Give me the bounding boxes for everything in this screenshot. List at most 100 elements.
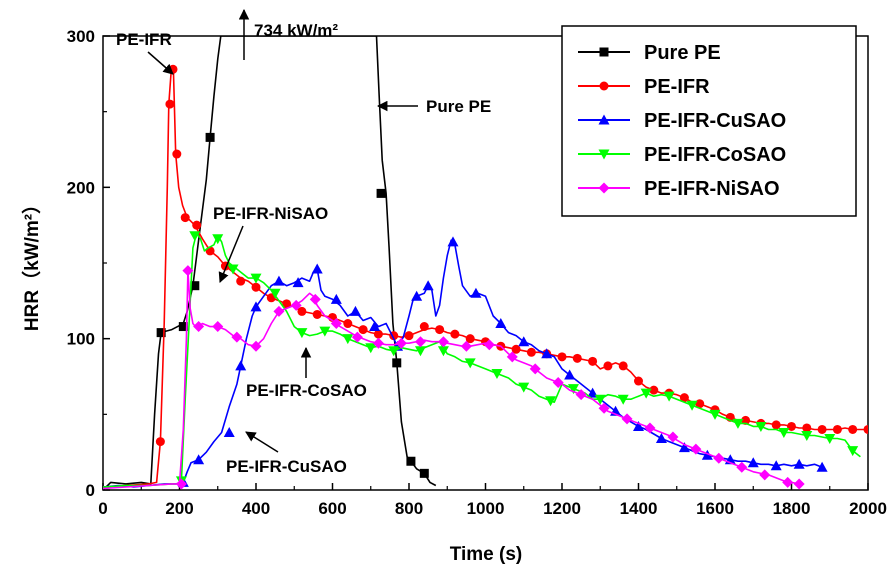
data-point-pe-ifr-cosao <box>686 400 698 411</box>
data-point-pe-ifr-cusao <box>518 336 530 347</box>
data-point-pe-ifr-nisao <box>182 265 194 277</box>
data-point-pe-ifr-cusao <box>223 426 235 437</box>
data-point-pe-ifr <box>435 325 445 335</box>
data-point-pe-ifr-nisao <box>575 389 587 401</box>
data-point-pe-ifr <box>465 334 475 344</box>
x-tick-label: 200 <box>165 499 193 518</box>
data-point-pe-ifr-cusao <box>292 277 304 288</box>
data-point-pe-ifr <box>618 361 628 371</box>
data-point-pe-ifr-cosao <box>545 396 557 407</box>
data-point-pe-ifr-cusao <box>235 360 247 371</box>
legend: Pure PE PE-IFR PE-IFR-CuSAO PE-IFR-CoSAO PE-… <box>561 25 857 217</box>
series-pe-ifr-cosao <box>103 231 861 488</box>
data-point-pe-ifr-nisao <box>330 318 342 330</box>
series-layer <box>103 36 868 490</box>
data-point-pure-pe <box>178 322 188 332</box>
data-point-pe-ifr-cosao <box>755 421 767 432</box>
y-axis: 0 100 200 300 <box>67 27 110 500</box>
data-point-pe-ifr-cusao <box>411 290 423 301</box>
data-point-pe-ifr-nisao <box>483 339 495 351</box>
data-point-pe-ifr-nisao <box>372 337 384 349</box>
data-point-pe-ifr-cusao <box>633 420 644 431</box>
data-point-pure-pe <box>376 188 386 198</box>
annotation-pe-ifr: PE-IFR <box>116 30 172 49</box>
data-point-pe-ifr-cosao <box>342 334 354 345</box>
legend-item-pe-ifr-cosao: PE-IFR-CoSAO <box>578 144 786 166</box>
data-point-pe-ifr <box>649 385 659 395</box>
annotations: PE-IFR 734 kW/m² Pure PE PE-IFR-NiSAO PE… <box>116 8 491 476</box>
legend-swatch-marker <box>599 81 609 91</box>
data-point-pe-ifr <box>526 347 536 357</box>
data-point-pe-ifr <box>404 331 414 341</box>
data-point-pe-ifr <box>771 420 781 430</box>
data-point-pe-ifr-cusao <box>349 305 361 316</box>
data-point-pe-ifr-nisao <box>273 305 285 317</box>
data-point-pe-ifr <box>863 424 868 434</box>
data-point-pe-ifr-cosao <box>778 427 790 438</box>
data-point-pe-ifr-nisao <box>250 340 262 352</box>
x-tick-label: 2000 <box>849 499 887 518</box>
annotation-734-label: 734 kW/m² <box>254 21 338 40</box>
x-tick-label: 1400 <box>620 499 658 518</box>
data-point-pe-ifr-cosao <box>212 234 224 245</box>
legend-label: PE-IFR-CuSAO <box>644 110 786 132</box>
legend-swatch-marker <box>598 182 610 194</box>
series-line-pe-ifr-nisao <box>103 269 800 490</box>
data-point-pe-ifr <box>373 329 383 339</box>
data-point-pe-ifr <box>297 306 307 316</box>
data-point-pe-ifr-cosao <box>847 446 859 457</box>
legend-swatch-marker <box>598 149 610 160</box>
legend-label: PE-IFR-CoSAO <box>644 144 786 166</box>
x-tick-label: 800 <box>395 499 423 518</box>
data-point-pe-ifr-cusao <box>193 454 205 465</box>
data-point-pe-ifr-cosao <box>518 382 530 393</box>
data-point-pe-ifr-cosao <box>189 231 201 242</box>
annotation-pe-ifr-cusao: PE-IFR-CuSAO <box>226 457 347 476</box>
data-point-pe-ifr <box>251 282 261 292</box>
data-point-pure-pe <box>190 281 200 291</box>
data-point-pe-ifr-cosao <box>732 418 744 429</box>
series-pure-pe <box>103 36 437 490</box>
annotation-pure-pe: Pure PE <box>426 97 491 116</box>
data-point-pe-ifr-cusao <box>655 433 667 444</box>
y-tick-label: 100 <box>67 330 95 349</box>
data-point-pure-pe <box>419 468 429 478</box>
x-tick-label: 600 <box>318 499 346 518</box>
data-point-pe-ifr-nisao <box>309 293 321 305</box>
y-tick-label: 300 <box>67 27 95 46</box>
data-point-pe-ifr-nisao <box>713 452 725 464</box>
data-point-pe-ifr-cusao <box>793 458 805 469</box>
data-point-pe-ifr-nisao <box>667 431 679 443</box>
data-point-pe-ifr <box>172 149 182 159</box>
data-point-pe-ifr-cosao <box>437 346 449 357</box>
data-point-pe-ifr-nisao <box>782 476 794 488</box>
data-point-pe-ifr <box>236 276 246 286</box>
data-point-pe-ifr-nisao <box>290 299 302 311</box>
data-point-pe-ifr <box>817 424 827 434</box>
y-axis-title: HRR（kW/m²） <box>20 195 43 331</box>
data-point-pe-ifr <box>588 356 598 366</box>
data-point-pe-ifr-cusao <box>678 442 690 453</box>
data-point-pe-ifr-cosao <box>824 434 836 445</box>
data-point-pe-ifr <box>802 423 812 433</box>
data-point-pe-ifr-cosao <box>227 264 239 275</box>
legend-item-pe-ifr-cusao: PE-IFR-CuSAO <box>578 110 786 132</box>
data-point-pure-pe <box>406 456 416 466</box>
data-point-pe-ifr-nisao <box>414 336 426 348</box>
data-point-pe-ifr-cusao <box>273 275 285 286</box>
data-point-pe-ifr-nisao <box>598 402 610 414</box>
data-point-pe-ifr-cosao <box>464 358 476 369</box>
data-point-pe-ifr-nisao <box>460 340 472 352</box>
y-tick-label: 0 <box>86 481 95 500</box>
data-point-pe-ifr <box>312 309 322 319</box>
y-tick-label: 200 <box>67 178 95 197</box>
data-point-pe-ifr-cosao <box>388 346 400 357</box>
data-point-pe-ifr-cosao <box>250 273 262 284</box>
x-tick-label: 1200 <box>543 499 581 518</box>
annotation-pe-ifr-cosao: PE-IFR-CoSAO <box>246 381 367 400</box>
data-point-pe-ifr-nisao <box>793 478 805 490</box>
data-point-pe-ifr-cosao <box>491 368 503 379</box>
data-point-pe-ifr <box>603 361 613 371</box>
series-line-pe-ifr-cusao <box>103 239 823 488</box>
data-point-pe-ifr-cusao <box>422 280 434 291</box>
